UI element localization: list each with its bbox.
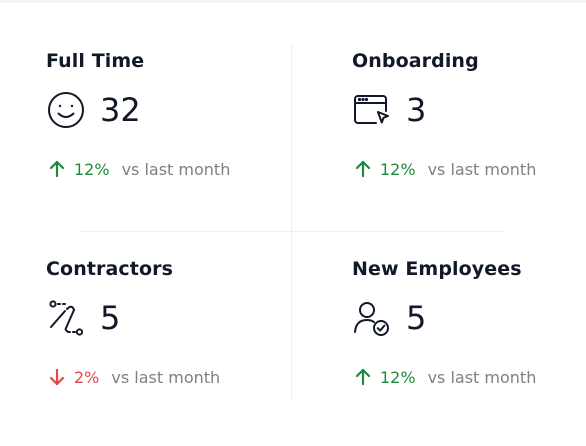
arrow-up-icon <box>355 160 371 178</box>
trend-percent: 2% <box>74 367 100 387</box>
smiley-face-icon <box>46 90 86 130</box>
trend-row: 2% vs last month <box>46 366 220 388</box>
stat-value: 32 <box>100 91 141 129</box>
vertical-divider <box>291 44 292 400</box>
trend-label: vs last month <box>111 367 221 387</box>
browser-window-cursor-icon <box>352 90 392 130</box>
trend-label: vs last month <box>121 159 231 179</box>
trend-percent: 12% <box>380 367 416 387</box>
trend-label: vs last month <box>427 159 537 179</box>
stat-title: Onboarding <box>352 50 479 72</box>
stat-title: New Employees <box>352 258 522 280</box>
top-strip <box>0 0 586 3</box>
trend-row: 12% vs last month <box>46 158 230 180</box>
trend-percent: 12% <box>380 159 416 179</box>
arrow-down-icon <box>49 368 65 386</box>
stat-value: 5 <box>100 299 121 337</box>
user-verified-icon <box>352 298 392 338</box>
arrow-up-icon <box>355 368 371 386</box>
arrow-up-icon <box>49 160 65 178</box>
stat-title: Contractors <box>46 258 173 280</box>
stat-value: 3 <box>406 91 427 129</box>
stat-title: Full Time <box>46 50 145 72</box>
stat-card-contractors: Contractors 5 2% vs last month <box>46 258 286 428</box>
trend-row: 12% vs last month <box>352 366 536 388</box>
stat-card-new-employees: New Employees 5 12% vs last month <box>352 258 586 428</box>
stat-value: 5 <box>406 299 427 337</box>
horizontal-divider <box>80 231 504 232</box>
stat-card-onboarding: Onboarding 3 12% vs last month <box>352 50 586 220</box>
trend-row: 12% vs last month <box>352 158 536 180</box>
route-path-icon <box>46 298 86 338</box>
trend-percent: 12% <box>74 159 110 179</box>
stat-card-full-time: Full Time 32 12% vs last month <box>46 50 286 220</box>
trend-label: vs last month <box>427 367 537 387</box>
